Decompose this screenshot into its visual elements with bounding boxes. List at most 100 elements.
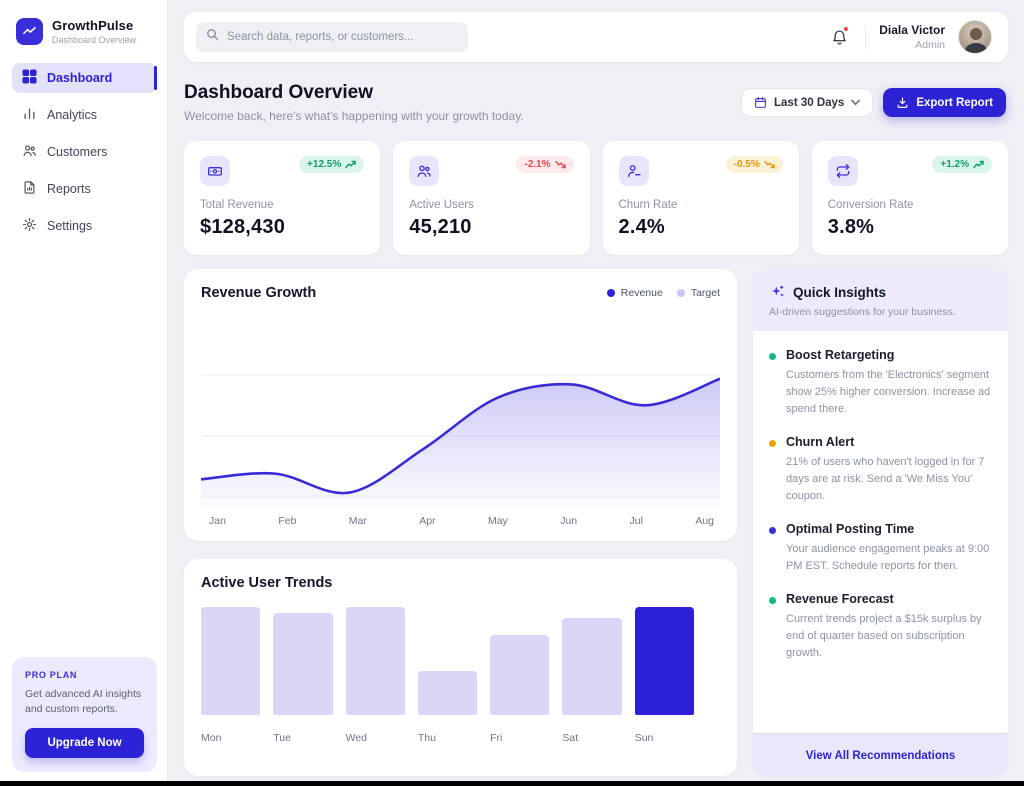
insight-dot	[769, 440, 776, 448]
trending-down-icon	[554, 160, 566, 169]
user-minus-icon	[618, 156, 649, 186]
bar-chart-icon	[22, 106, 37, 124]
stat-label: Active Users	[409, 199, 474, 211]
insight-dot	[769, 527, 776, 535]
insight-title: Boost Retargeting	[786, 348, 895, 362]
trend-badge: +1.2%	[932, 156, 992, 173]
legend-label: Revenue	[620, 287, 663, 299]
revenue-growth-card: Revenue Growth Revenue Target Jan Feb Mar Ap…	[184, 269, 737, 541]
insights-subtitle: AI-driven suggestions for your business.	[769, 306, 956, 318]
search-input[interactable]	[227, 31, 458, 43]
insight-item: Optimal Posting Time Your audience engag…	[769, 522, 992, 575]
legend-item-target[interactable]: Target	[676, 287, 720, 299]
page-header: Dashboard Overview Welcome back, here's …	[184, 82, 1008, 123]
insight-title: Revenue Forecast	[786, 592, 894, 607]
trending-up-icon	[345, 160, 356, 169]
bar-label: Mon	[201, 732, 222, 744]
charts-grid: Revenue Growth Revenue Target Jan Feb Mar Ap…	[184, 269, 1008, 776]
divider	[865, 25, 867, 49]
upgrade-now-button[interactable]: Upgrade Now	[25, 728, 144, 758]
notifications-button[interactable]	[826, 24, 852, 50]
user-avatar[interactable]	[958, 20, 992, 54]
legend-dot	[606, 289, 615, 297]
bar-label: Tue	[273, 732, 291, 744]
pro-plan-text: Get advanced AI insights and custom repo…	[25, 687, 142, 715]
revenue-area-fill	[201, 378, 720, 507]
app-logo: GrowthPulse Dashboard Overview	[12, 14, 157, 63]
bar-sun	[634, 607, 694, 715]
stat-card-total-revenue: +12.5% Total Revenue $128,430	[184, 141, 381, 255]
insight-text: Your audience engagement peaks at 9:00 P…	[786, 543, 990, 573]
page-subtitle: Welcome back, here's what's happening wi…	[184, 109, 524, 123]
revenue-area-chart	[201, 374, 720, 507]
bar-thu	[417, 670, 478, 715]
trend-badge: +12.5%	[299, 156, 365, 173]
insight-dot	[769, 353, 776, 360]
stat-label: Total Revenue	[200, 199, 274, 211]
insight-text: Customers from the 'Electronics' segment…	[786, 369, 991, 416]
logo-text: GrowthPulse Dashboard Overview	[52, 18, 136, 45]
repeat-icon	[827, 156, 858, 186]
insight-item: Churn Alert 21% of users who haven't log…	[769, 435, 992, 505]
x-axis-label: Jun	[560, 515, 578, 527]
sidebar-item-analytics[interactable]: Analytics	[12, 100, 157, 130]
bar-sat	[562, 617, 622, 715]
grid-icon	[22, 69, 37, 87]
chart-title: Active User Trends	[201, 575, 333, 591]
page-header-text: Dashboard Overview Welcome back, here's …	[184, 82, 524, 123]
user-name: Diala Victor	[879, 23, 945, 37]
chevron-down-icon	[851, 99, 861, 106]
calendar-icon	[755, 96, 766, 108]
legend-item-revenue[interactable]: Revenue	[606, 287, 663, 299]
header-actions: Last 30 Days Export Report	[741, 88, 1006, 117]
notification-dot	[843, 26, 850, 32]
stat-value: 2.4%	[618, 216, 665, 238]
x-axis-labels: Jan Feb Mar Apr May Jun Jul Aug	[201, 515, 720, 529]
sidebar-item-reports[interactable]: Reports	[12, 174, 157, 204]
sidebar-item-dashboard[interactable]: Dashboard	[12, 63, 157, 93]
x-axis-label: Apr	[419, 515, 436, 527]
sidebar-item-label: Dashboard	[47, 71, 113, 85]
sidebar-item-settings[interactable]: Settings	[12, 211, 157, 241]
insight-dot	[769, 597, 776, 605]
users-icon	[409, 156, 440, 186]
insight-item: Boost Retargeting Customers from the 'El…	[769, 348, 992, 418]
stat-card-active-users: -2.1% Active Users 45,210	[393, 141, 590, 255]
pro-plan-badge: PRO PLAN	[25, 669, 78, 680]
sidebar-item-customers[interactable]: Customers	[12, 137, 157, 167]
active-user-trends-card: Active User Trends Mon Tue Wed Thu Fri Sat Sun	[184, 559, 737, 776]
page-title: Dashboard Overview	[184, 82, 374, 103]
trend-badge: -2.1%	[516, 156, 574, 173]
insight-item: Revenue Forecast Current trends project …	[769, 592, 992, 662]
x-axis-label: Mar	[348, 515, 367, 527]
logo-trending-icon	[16, 18, 43, 45]
quick-insights-panel: Quick Insights AI-driven suggestions for…	[753, 269, 1008, 776]
stat-label: Conversion Rate	[827, 199, 914, 211]
user-role: Admin	[915, 39, 945, 51]
stat-value: $128,430	[200, 216, 286, 238]
main-content: Diala Victor Admin Dashboard Overview We…	[168, 0, 1024, 786]
sidebar: GrowthPulse Dashboard Overview Dashboard…	[0, 0, 168, 786]
pro-plan-card: PRO PLAN Get advanced AI insights and cu…	[12, 656, 157, 772]
stats-row: +12.5% Total Revenue $128,430 -2.1%	[184, 141, 1008, 255]
export-report-button[interactable]: Export Report	[883, 88, 1006, 117]
bar-label: Wed	[345, 732, 367, 744]
chart-title: Revenue Growth	[201, 285, 317, 301]
trending-up-icon	[973, 160, 984, 169]
gear-icon	[22, 217, 37, 235]
date-range-dropdown[interactable]: Last 30 Days	[741, 88, 874, 117]
bar-chart-labels: Mon Tue Wed Thu Fri Sat Sun	[201, 732, 720, 744]
bar-label: Fri	[490, 732, 503, 744]
user-info: Diala Victor Admin	[879, 23, 945, 51]
app-subtitle: Dashboard Overview	[52, 35, 137, 45]
export-report-label: Export Report	[916, 96, 993, 109]
stat-label: Churn Rate	[618, 199, 678, 211]
chart-legend: Revenue Target	[606, 287, 720, 299]
trend-value: +12.5%	[307, 159, 342, 170]
app-name: GrowthPulse	[52, 18, 134, 33]
banknote-icon	[200, 156, 230, 186]
x-axis-label: Feb	[278, 515, 297, 527]
view-all-recommendations-link[interactable]: View All Recommendations	[805, 750, 956, 762]
insights-title: Quick Insights	[793, 284, 887, 300]
